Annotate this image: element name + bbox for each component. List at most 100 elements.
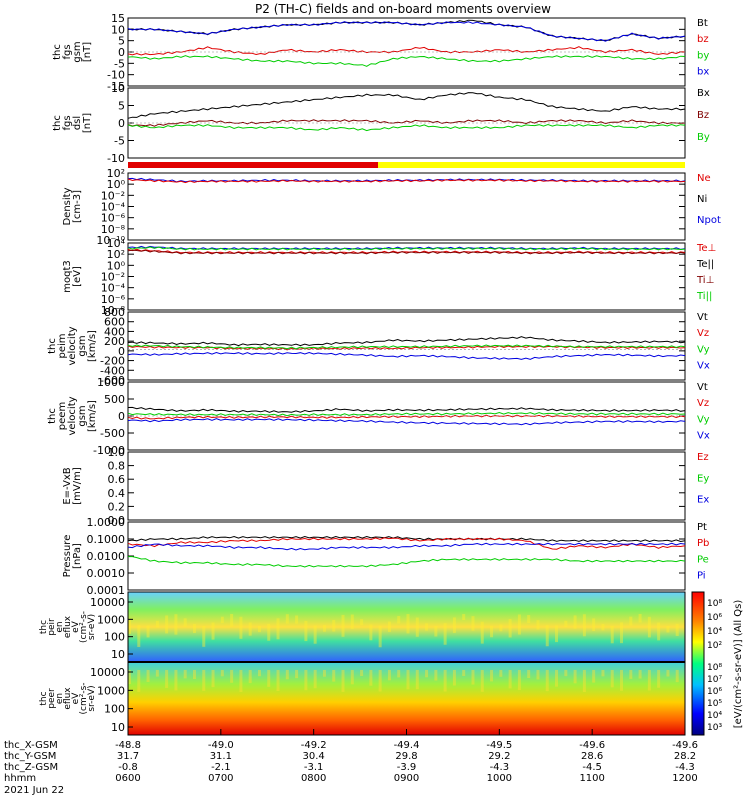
- y-tick-label: 10⁰: [107, 178, 126, 191]
- series-line-temperature-3: [127, 249, 686, 255]
- spectrogram-texture: [425, 623, 429, 631]
- y-axis-label: eflux: [63, 687, 73, 710]
- spectrogram-texture: [378, 625, 382, 648]
- y-tick-label: 10⁻¹⁰: [96, 234, 125, 247]
- y-tick-label: 0.2: [108, 500, 126, 513]
- spectrogram-texture: [592, 670, 596, 683]
- spectrogram-texture: [657, 622, 661, 641]
- y-axis-label: peim: [57, 333, 68, 358]
- spectrogram-texture: [387, 621, 391, 632]
- ephemeris-value: 0900: [394, 773, 419, 784]
- y-axis-label: fgs: [62, 44, 73, 59]
- series-line-fgs-dsl-2: [127, 123, 686, 132]
- spectrogram-texture: [564, 620, 568, 627]
- y-tick-label: 10: [111, 23, 125, 36]
- y-tick-label: 10000: [90, 596, 125, 609]
- y-tick-label: 400: [104, 325, 125, 338]
- ephemeris-label: thc_Z-GSM: [4, 762, 58, 773]
- ephemeris-value: -49.4: [394, 740, 420, 751]
- series-line-peem-velocity-1: [127, 411, 686, 417]
- ephemeris-value: 0800: [301, 773, 326, 784]
- legend-ni: Ni: [697, 194, 707, 205]
- y-tick-label: -15: [107, 80, 125, 93]
- y-axis-label: peem: [57, 402, 68, 430]
- spectrogram-texture: [657, 670, 661, 688]
- legend-ez: Ez: [697, 452, 709, 463]
- ephemeris-value: 28.6: [581, 751, 603, 762]
- y-axis-label: thc: [39, 691, 49, 705]
- legend-vz: Vz: [697, 328, 709, 339]
- legend-vt: Vt: [697, 312, 708, 323]
- ephemeris-value: -49.2: [301, 740, 327, 751]
- spectrogram-texture: [202, 625, 206, 647]
- colorbar-tick-label: 10²: [707, 641, 722, 651]
- spectrogram-texture: [638, 670, 642, 679]
- ephemeris-value: 30.4: [303, 751, 325, 762]
- spectrogram-texture: [230, 670, 234, 683]
- spectrogram-texture: [443, 623, 447, 645]
- y-axis-label: en: [55, 621, 65, 632]
- spectrogram-texture: [220, 670, 224, 677]
- y-tick-label: 1000: [97, 613, 125, 626]
- spectrogram-texture: [369, 624, 373, 641]
- y-tick-label: -10: [107, 152, 125, 165]
- y-tick-label: 10000: [90, 666, 125, 679]
- spectrogram-texture: [295, 615, 299, 624]
- spectrogram-texture: [582, 670, 586, 692]
- y-tick-label: 15: [111, 12, 125, 25]
- spectrogram-texture: [304, 670, 308, 691]
- y-tick-label: 10⁻⁴: [101, 282, 126, 295]
- ephemeris-value: 0700: [208, 773, 233, 784]
- series-line-peem-velocity-3: [127, 418, 686, 426]
- spectrogram-texture: [304, 620, 308, 642]
- y-axis-label: gsm: [77, 405, 88, 426]
- y-axis-label: thc: [52, 115, 63, 131]
- y-tick-label: 10⁻⁴: [101, 201, 126, 214]
- spectrogram-texture: [165, 670, 169, 688]
- spectrogram-texture: [350, 614, 354, 629]
- colorbar-tick-label: 10⁵: [707, 699, 722, 709]
- spectrogram-peir: 10000 1000 100 10 thcpeirenefluxeV(cm²-s-sr-…: [39, 591, 686, 663]
- y-axis-label: (cm²-s-: [79, 682, 89, 714]
- spectrogram-texture: [239, 616, 243, 639]
- legend-vy: Vy: [697, 344, 710, 355]
- spectrogram-texture: [285, 670, 289, 680]
- spectrogram-texture: [276, 670, 280, 692]
- spectrogram-texture: [322, 670, 326, 677]
- legend-bx: bx: [697, 67, 709, 78]
- spectrogram-texture: [480, 621, 484, 644]
- series-line-fgs-gsm-1: [127, 21, 686, 42]
- spectrogram-texture: [555, 625, 559, 643]
- y-axis-label: peir: [47, 618, 57, 636]
- legend-bx: Bx: [697, 88, 710, 99]
- series-line-temperature-2: [127, 248, 686, 254]
- colorbar-label: [eV/(cm²-s-sr-eV)] (All Qs): [733, 600, 744, 729]
- legend-ex: Ex: [697, 495, 709, 506]
- spectrogram-texture: [443, 670, 447, 692]
- spectrogram-texture: [601, 624, 605, 631]
- spectrogram-texture: [471, 670, 475, 685]
- ephemeris-value: 31.1: [210, 751, 232, 762]
- y-tick-label: 5: [118, 100, 125, 113]
- ephemeris-value: 31.7: [117, 751, 139, 762]
- spectrogram-texture: [285, 614, 289, 624]
- legend-te: Te⊥: [696, 243, 716, 254]
- panel-pressure: 1.0000 0.1000 0.0100 0.0010 0.0001 Pressure [n…: [62, 516, 709, 597]
- y-tick-label: 10⁴: [107, 237, 126, 250]
- colorbar-tick-label: 10³: [707, 723, 722, 733]
- colorbar-tick-label: 10⁶: [707, 613, 722, 623]
- spectrogram-texture: [313, 670, 317, 689]
- spectrogram-texture: [638, 614, 642, 623]
- y-tick-label: 600: [104, 316, 125, 329]
- y-tick-label: -10: [107, 69, 125, 82]
- spectrogram-texture: [230, 614, 234, 627]
- y-axis-label: thc: [39, 620, 49, 634]
- spectrogram-texture: [202, 670, 206, 691]
- y-tick-label: 10⁻⁶: [101, 212, 126, 225]
- spectrogram-texture: [313, 625, 317, 644]
- legend-vt: Vt: [697, 382, 708, 393]
